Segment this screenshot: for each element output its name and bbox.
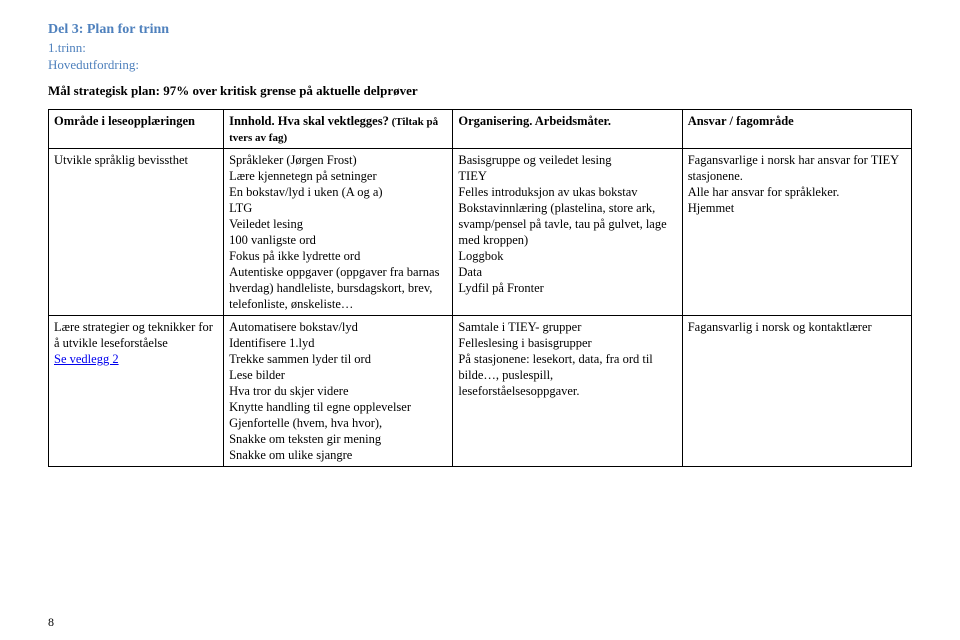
- page-number: 8: [48, 615, 54, 630]
- cell-area: Utvikle språklig bevissthet: [49, 149, 224, 316]
- cell-content: Automatisere bokstav/lydIdentifisere 1.l…: [224, 316, 453, 467]
- cell-content: Språkleker (Jørgen Frost)Lære kjennetegn…: [224, 149, 453, 316]
- table-header-row: Område i leseopplæringen Innhold. Hva sk…: [49, 110, 912, 149]
- challenge-label: Hovedutfordring:: [48, 57, 912, 73]
- header-area: Område i leseopplæringen: [49, 110, 224, 149]
- attachment-link[interactable]: Se vedlegg 2: [54, 352, 119, 366]
- table-row: Lære strategier og teknikker for å utvik…: [49, 316, 912, 467]
- cell-area: Lære strategier og teknikker for å utvik…: [49, 316, 224, 467]
- table-row: Utvikle språklig bevissthet Språkleker (…: [49, 149, 912, 316]
- cell-organisation: Samtale i TIEY- grupperFelleslesing i ba…: [453, 316, 682, 467]
- cell-responsible: Fagansvarlige i norsk har ansvar for TIE…: [682, 149, 911, 316]
- header-content-main: Innhold. Hva skal vektlegges?: [229, 114, 389, 128]
- header-content: Innhold. Hva skal vektlegges? (Tiltak på…: [224, 110, 453, 149]
- header-organisation: Organisering. Arbeidsmåter.: [453, 110, 682, 149]
- section-title: Del 3: Plan for trinn: [48, 22, 912, 38]
- goal-text: Mål strategisk plan: 97% over kritisk gr…: [48, 83, 912, 99]
- cell-responsible: Fagansvarlig i norsk og kontaktlærer: [682, 316, 911, 467]
- header-responsible: Ansvar / fagområde: [682, 110, 911, 149]
- cell-organisation: Basisgruppe og veiledet lesingTIEYFelles…: [453, 149, 682, 316]
- plan-table: Område i leseopplæringen Innhold. Hva sk…: [48, 109, 912, 467]
- grade-heading: 1.trinn:: [48, 40, 912, 56]
- cell-area-text: Lære strategier og teknikker for å utvik…: [54, 320, 213, 350]
